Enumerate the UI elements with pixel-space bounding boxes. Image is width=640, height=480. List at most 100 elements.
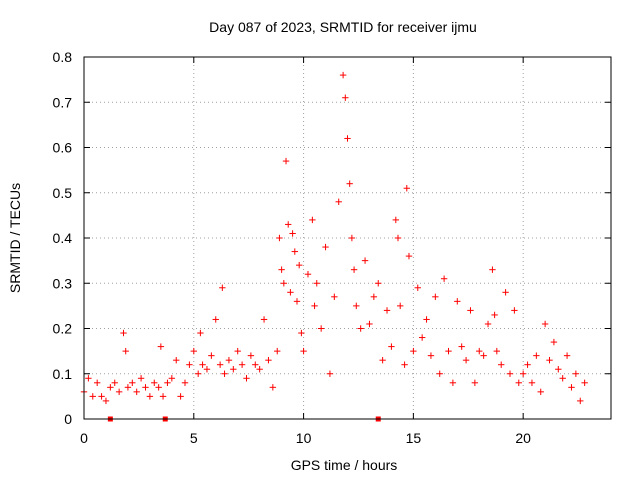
data-point [480, 352, 487, 359]
data-point [142, 384, 149, 391]
data-point [317, 325, 325, 332]
data-point [348, 234, 356, 242]
data-point [230, 366, 237, 373]
data-point [471, 379, 479, 386]
data-point [555, 366, 562, 373]
data-point [537, 388, 544, 396]
data-point [304, 271, 312, 278]
data-point [194, 370, 202, 377]
data-point [577, 397, 584, 405]
data-point [278, 266, 285, 273]
data-point [370, 293, 378, 301]
data-point [484, 320, 492, 328]
data-point [287, 289, 294, 296]
data-point [221, 370, 228, 377]
data-point [225, 356, 233, 364]
data-point [137, 375, 145, 382]
data-points [80, 71, 588, 422]
data-point [216, 361, 224, 368]
data-point [168, 375, 176, 382]
data-point [252, 361, 259, 368]
data-point [401, 361, 408, 368]
data-point [265, 356, 272, 364]
data-point [102, 397, 110, 405]
data-point [115, 388, 123, 396]
y-axis-label: SRMTID / TECUs [7, 183, 23, 293]
data-point [212, 316, 219, 323]
data-point [383, 307, 391, 314]
x-tick-label: 5 [190, 430, 198, 446]
data-point [353, 302, 360, 310]
data-point [247, 352, 255, 359]
data-point [572, 370, 580, 377]
data-point [181, 379, 189, 386]
data-point [458, 343, 465, 350]
y-tick-label: 0.3 [53, 275, 73, 291]
data-point [280, 280, 288, 287]
data-point [159, 393, 167, 400]
data-point [186, 361, 193, 368]
data-point [124, 384, 132, 391]
data-point [298, 329, 305, 337]
data-point [322, 243, 329, 251]
axis-ticks [83, 56, 611, 420]
data-point [291, 248, 298, 255]
data-point [418, 334, 426, 341]
data-point [432, 293, 439, 301]
data-point [541, 320, 549, 328]
data-point [524, 361, 531, 368]
data-point [339, 71, 347, 79]
data-point [388, 343, 395, 350]
data-point [243, 375, 250, 382]
data-point [311, 302, 318, 310]
data-point [414, 284, 421, 291]
data-point [203, 366, 211, 373]
y-tick-label: 0.5 [53, 185, 73, 201]
data-point [403, 185, 410, 192]
data-point [146, 393, 154, 400]
y-tick-label: 0 [64, 411, 72, 427]
data-point [274, 347, 281, 355]
data-point [219, 284, 226, 291]
data-point [164, 379, 171, 386]
data-point [550, 338, 558, 346]
data-point [533, 352, 540, 359]
data-point [392, 216, 400, 224]
data-point [405, 252, 413, 260]
data-point [493, 347, 501, 355]
data-point [89, 393, 96, 400]
data-point [454, 298, 461, 305]
data-point [326, 370, 334, 377]
x-tick-label: 10 [296, 430, 312, 446]
data-point [256, 366, 263, 373]
data-point [177, 393, 184, 400]
data-point [379, 356, 386, 364]
y-tick-label: 0.6 [53, 140, 73, 156]
y-tick-labels: 0 0.1 0.2 0.3 0.4 0.5 0.6 0.7 0.8 [53, 49, 73, 427]
chart-title: Day 087 of 2023, SRMTID for receiver ijm… [209, 19, 477, 35]
data-point [361, 257, 369, 264]
x-axis-label: GPS time / hours [291, 457, 398, 473]
data-point [295, 261, 303, 269]
data-point [427, 352, 435, 359]
data-point [331, 293, 338, 301]
data-point [366, 320, 373, 328]
data-point [313, 280, 320, 287]
data-point [449, 379, 457, 386]
data-point [199, 361, 206, 368]
data-point [129, 379, 136, 386]
data-point [111, 379, 118, 386]
data-point [515, 379, 522, 386]
data-point [350, 266, 358, 273]
grid [84, 57, 611, 419]
data-point [559, 375, 566, 382]
x-tick-label: 15 [406, 430, 422, 446]
data-point [120, 329, 127, 337]
data-point [410, 347, 417, 355]
data-point [151, 379, 158, 386]
data-point [346, 180, 353, 187]
data-point [357, 325, 364, 332]
data-point [440, 275, 448, 282]
data-point [269, 384, 277, 391]
data-point [423, 316, 430, 323]
